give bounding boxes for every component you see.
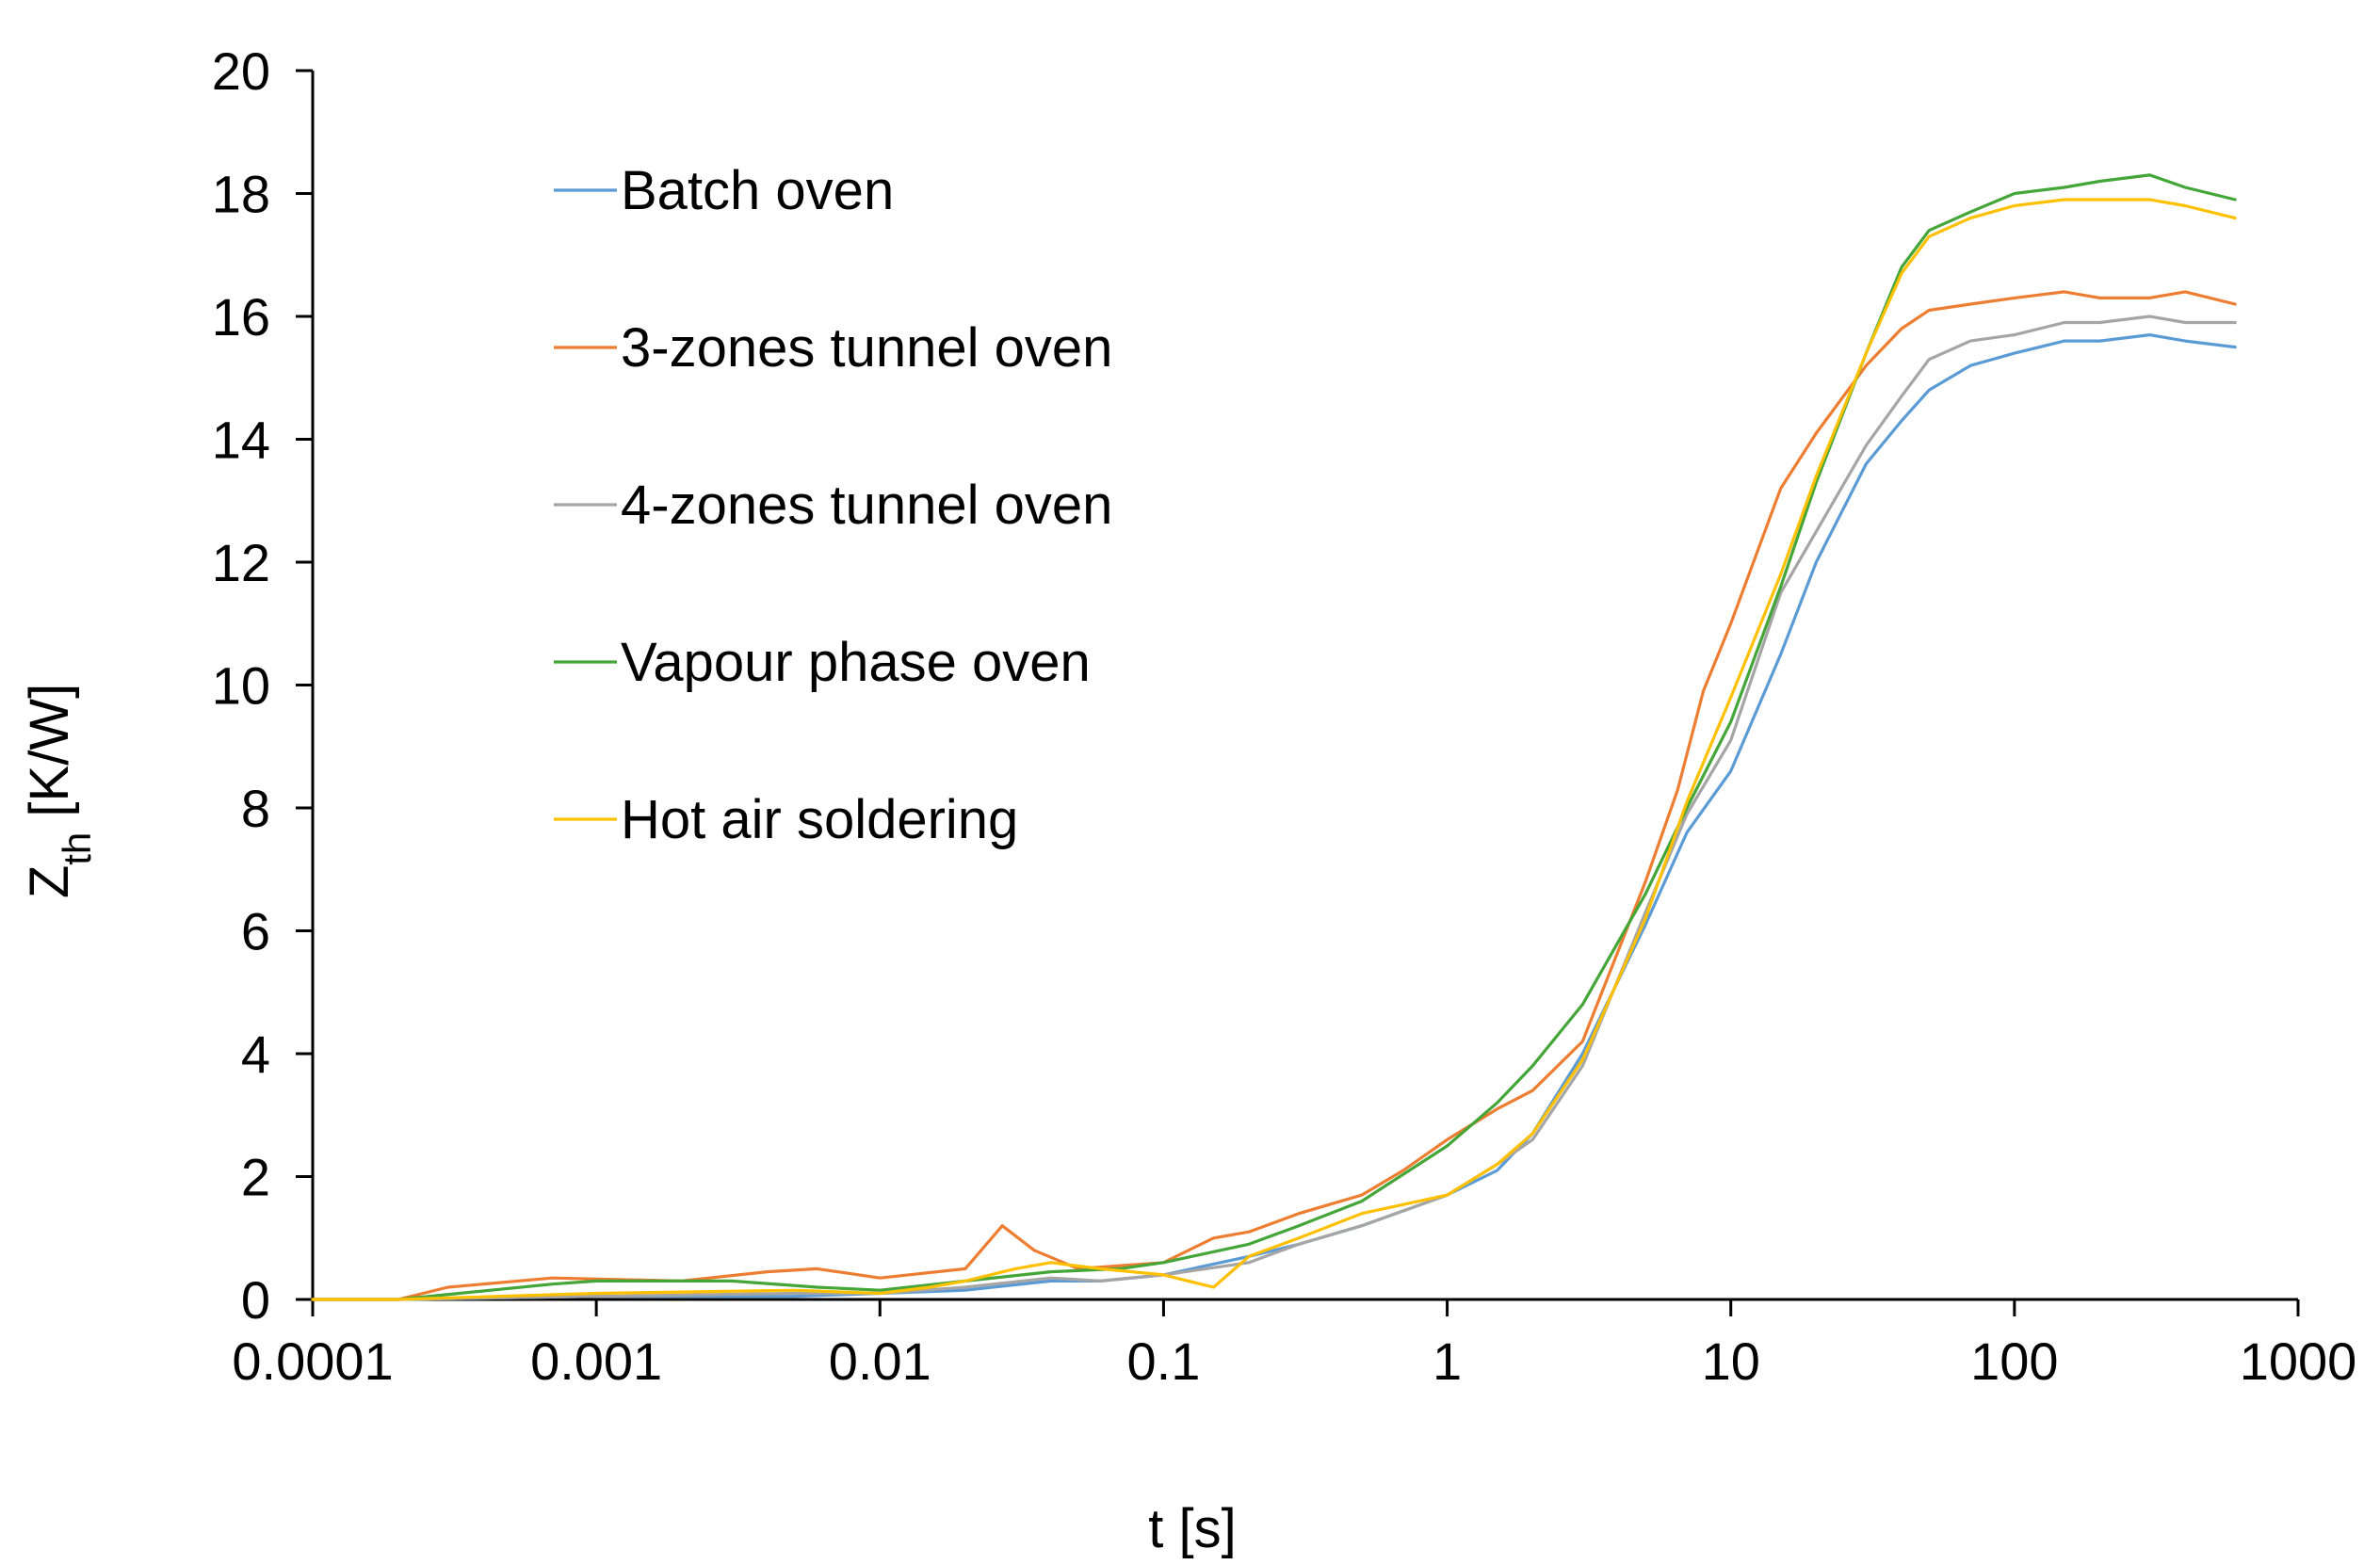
y-tick-label: 10 [212,656,270,716]
y-axis-title-unit: [K/W] [19,684,80,832]
legend-label: 4-zones tunnel oven [621,475,1112,536]
y-axis-ticks: 0 2 4 6 8 10 12 14 16 18 20 [212,41,313,1330]
y-tick-label: 14 [212,411,270,470]
y-axis-title-sub: th [55,832,99,865]
y-tick-label: 18 [212,165,270,224]
x-tick-label: 10 [1702,1331,1760,1391]
series-line-2 [311,290,2237,1301]
legend-label: Batch oven [621,160,894,221]
y-tick-label: 4 [241,1025,270,1084]
series-lines [311,173,2237,1301]
x-axis-title: t [s] [1148,1498,1236,1559]
x-tick-label: 0.01 [829,1331,931,1391]
y-tick-label: 16 [212,287,270,347]
series-line-1 [311,333,2237,1301]
y-tick-label: 12 [212,533,270,592]
x-axis-ticks: 0.0001 0.001 0.01 0.1 1 10 100 1000 [232,1299,2356,1391]
y-tick-label: 0 [241,1270,270,1330]
x-tick-label: 0.0001 [232,1331,393,1391]
x-tick-label: 1 [1433,1331,1462,1391]
legend-label: 3-zones tunnel oven [621,317,1112,379]
series-line-3 [311,315,2237,1301]
y-axis-title-main: Z [19,865,80,898]
y-tick-label: 8 [241,779,270,838]
x-tick-label: 1000 [2240,1331,2357,1391]
y-tick-label: 2 [241,1148,270,1207]
series-line-4 [311,173,2237,1301]
y-tick-label: 6 [241,902,270,961]
x-tick-label: 100 [1970,1331,2058,1391]
x-tick-label: 0.001 [530,1331,662,1391]
x-tick-label: 0.1 [1126,1331,1200,1391]
legend-label: Hot air soldering [621,789,1018,850]
series-line-5 [311,198,2237,1301]
y-axis-title: Zth [K/W] [19,684,99,898]
y-tick-label: 20 [212,41,270,101]
legend: Batch oven 3-zones tunnel oven 4-zones tun… [554,160,1112,850]
axes: 0 2 4 6 8 10 12 14 16 18 20 0.0001 0.001 0.01 0.1 1 10 1… [212,41,2357,1391]
legend-label: Vapour phase oven [621,632,1091,693]
